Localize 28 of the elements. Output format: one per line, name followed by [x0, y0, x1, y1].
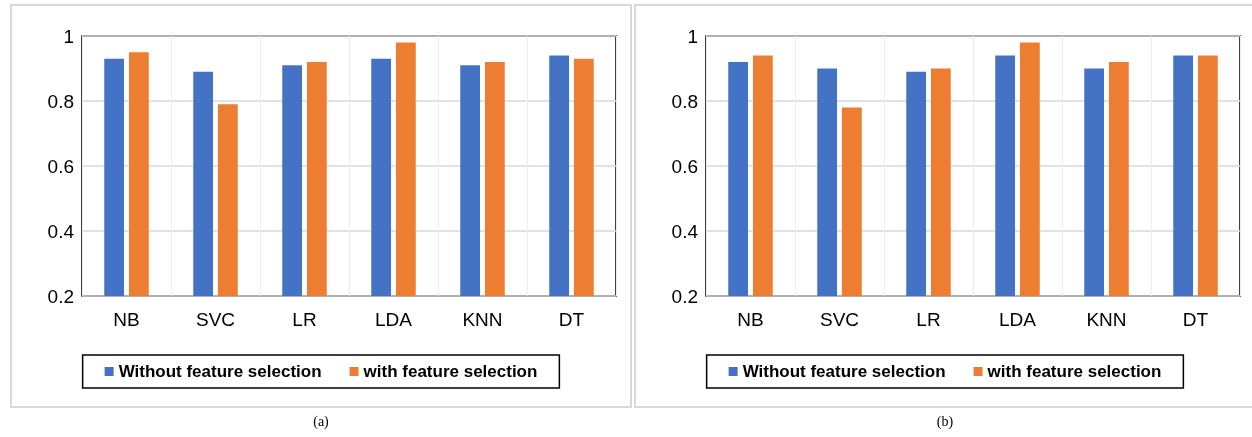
y-tick-label: 0.4: [671, 220, 699, 242]
x-tick-label: KNN: [1086, 309, 1127, 330]
x-tick-label: SVC: [819, 309, 860, 330]
y-tick-label: 0.8: [671, 90, 698, 112]
x-tick-label: DT: [558, 309, 585, 330]
y-tick-label: 1: [63, 25, 74, 47]
x-tick-label: NB: [737, 309, 764, 330]
x-tick-label: KNN: [462, 309, 503, 330]
y-tick-label: 0.4: [47, 220, 75, 242]
y-tick-label: 0.2: [671, 285, 698, 307]
x-tick-label: SVC: [195, 309, 236, 330]
x-tick-label: LDA: [375, 309, 413, 330]
y-tick-label: 0.6: [47, 155, 74, 177]
text: (b): [935, 414, 955, 430]
legend-label: Without feature selection: [118, 362, 322, 381]
x-tick-label: DT: [1182, 309, 1209, 330]
legend-label: with feature selection: [362, 362, 538, 381]
y-tick-label: 1: [687, 25, 698, 47]
y-tick-label: 0.6: [671, 155, 698, 177]
y-tick-label: 0.2: [47, 285, 74, 307]
legend-label: Without feature selection: [742, 362, 946, 381]
x-tick-label: LDA: [999, 309, 1037, 330]
x-tick-label: LR: [292, 309, 317, 330]
x-tick-label: LR: [916, 309, 941, 330]
legend-label: with feature selection: [986, 362, 1162, 381]
text: (a): [312, 414, 330, 430]
x-tick-label: NB: [113, 309, 140, 330]
y-tick-label: 0.8: [47, 90, 74, 112]
